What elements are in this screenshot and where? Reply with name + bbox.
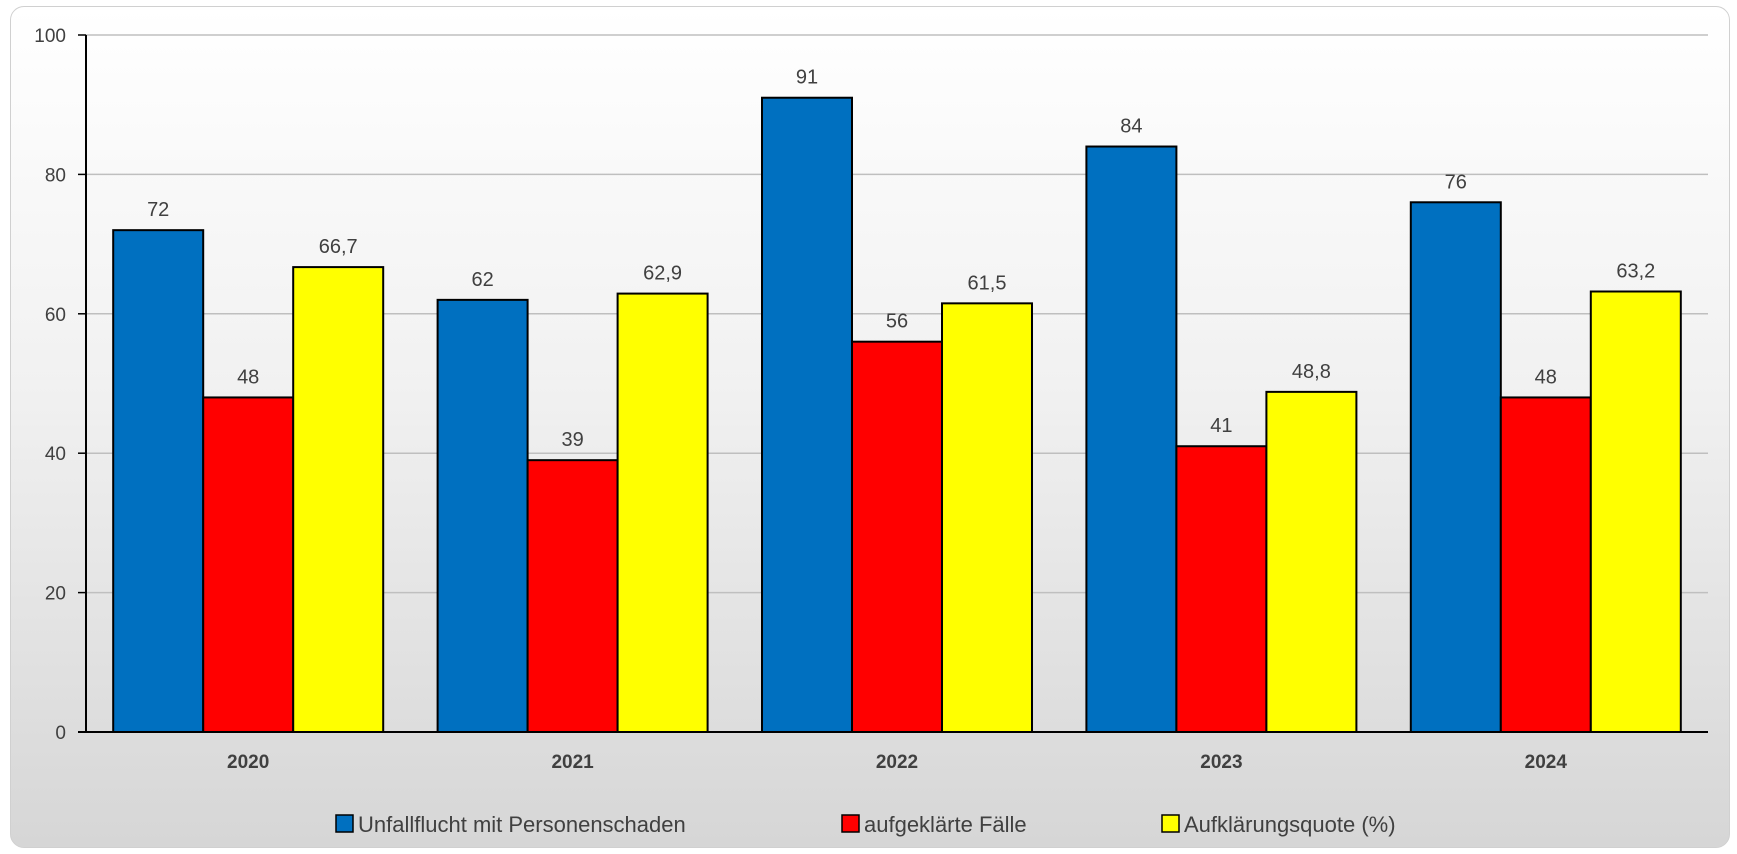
bar	[851, 340, 943, 733]
data-label: 91	[796, 67, 818, 89]
legend-label: aufgeklärte Fälle	[864, 812, 1027, 837]
bar	[436, 298, 529, 733]
bar	[1085, 145, 1178, 733]
x-tick-label: 2024	[1525, 752, 1568, 773]
data-label: 56	[886, 311, 908, 333]
x-tick-label: 2022	[876, 752, 918, 773]
bar	[941, 302, 1033, 733]
legend-swatch	[841, 814, 860, 833]
y-tick-label: 40	[45, 444, 66, 465]
bar	[1409, 201, 1502, 733]
data-label: 62	[471, 269, 493, 291]
data-label: 61,5	[968, 272, 1007, 294]
y-tick-label: 100	[34, 26, 66, 47]
data-label: 76	[1445, 171, 1467, 193]
bar	[1589, 290, 1682, 733]
legend-label: Aufklärungsquote (%)	[1184, 812, 1396, 837]
bar	[292, 266, 385, 733]
bar	[1265, 390, 1358, 733]
data-label: 62,9	[643, 263, 682, 285]
y-tick-label: 0	[55, 723, 66, 744]
bar	[616, 292, 709, 733]
bar	[112, 229, 205, 733]
y-tick-label: 80	[45, 165, 66, 186]
data-label: 84	[1120, 116, 1142, 138]
legend-label: Unfallflucht mit Personenschaden	[358, 812, 686, 837]
bar	[1175, 445, 1268, 733]
data-label: 39	[561, 429, 583, 451]
data-label: 48	[1535, 366, 1557, 388]
bar	[761, 96, 853, 734]
legend-swatch	[1161, 814, 1180, 833]
bar	[1499, 396, 1592, 733]
data-label: 72	[147, 199, 169, 221]
data-label: 41	[1210, 415, 1232, 437]
y-tick-label: 60	[45, 305, 66, 326]
data-label: 48	[237, 366, 259, 388]
x-tick-label: 2021	[551, 752, 594, 773]
data-label: 63,2	[1616, 260, 1655, 282]
bar	[526, 459, 619, 733]
data-label: 66,7	[319, 236, 358, 258]
data-label: 48,8	[1292, 361, 1331, 383]
y-tick-label: 20	[45, 584, 66, 605]
legend-swatch	[335, 814, 354, 833]
x-tick-label: 2020	[227, 752, 269, 773]
x-tick-label: 2023	[1200, 752, 1242, 773]
bar	[202, 396, 295, 733]
